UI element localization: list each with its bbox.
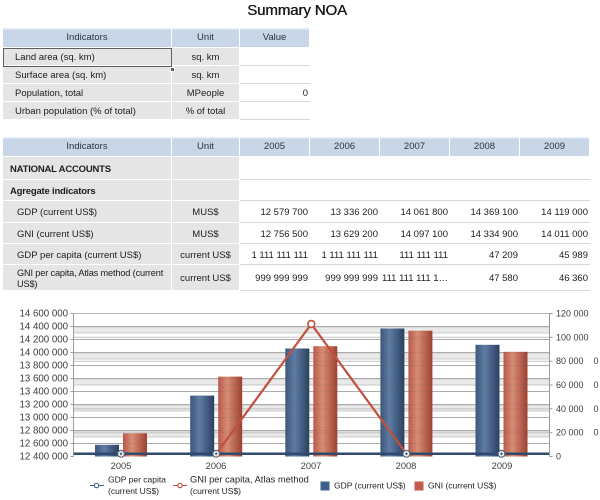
svg-text:(current US$): (current US$): [108, 486, 159, 496]
svg-text:GDP per capita: GDP per capita: [108, 475, 166, 485]
svg-text:2006: 2006: [206, 461, 227, 471]
svg-text:GNI (current US$): GNI (current US$): [428, 481, 497, 491]
svg-text:12 800 000: 12 800 000: [20, 426, 69, 437]
svg-text:2009: 2009: [492, 461, 513, 471]
svg-text:0: 0: [594, 380, 599, 390]
svg-text:14 200 000: 14 200 000: [20, 335, 69, 346]
svg-text:GDP (current US$): GDP (current US$): [334, 481, 406, 491]
svg-text:13 400 000: 13 400 000: [20, 387, 69, 398]
svg-text:120 000: 120 000: [556, 309, 589, 319]
svg-text:13 200 000: 13 200 000: [20, 400, 69, 411]
svg-text:(current US$): (current US$): [190, 486, 241, 496]
svg-text:13 800 000: 13 800 000: [20, 361, 69, 372]
svg-text:14 000 000: 14 000 000: [20, 348, 69, 359]
svg-text:13 600 000: 13 600 000: [20, 374, 69, 385]
svg-text:13 000 000: 13 000 000: [20, 413, 69, 424]
svg-text:80 000: 80 000: [556, 356, 584, 366]
svg-text:0: 0: [594, 356, 599, 366]
svg-text:12 600 000: 12 600 000: [20, 439, 69, 450]
svg-text:12 400 000: 12 400 000: [20, 452, 69, 463]
svg-text:40 000: 40 000: [556, 404, 584, 414]
svg-text:0: 0: [594, 404, 599, 414]
svg-text:20 000: 20 000: [556, 428, 584, 438]
svg-text:14 600 000: 14 600 000: [20, 309, 69, 320]
svg-text:2005: 2005: [111, 461, 132, 471]
svg-text:100 000: 100 000: [556, 332, 589, 342]
svg-text:0: 0: [594, 428, 599, 438]
svg-text:2007: 2007: [301, 461, 322, 471]
svg-text:14 400 000: 14 400 000: [20, 322, 69, 333]
svg-text:2008: 2008: [396, 461, 417, 471]
svg-text:GNI per capita, Atlas method: GNI per capita, Atlas method: [190, 475, 309, 485]
svg-text:0: 0: [556, 452, 561, 462]
svg-text:60 000: 60 000: [556, 380, 584, 390]
